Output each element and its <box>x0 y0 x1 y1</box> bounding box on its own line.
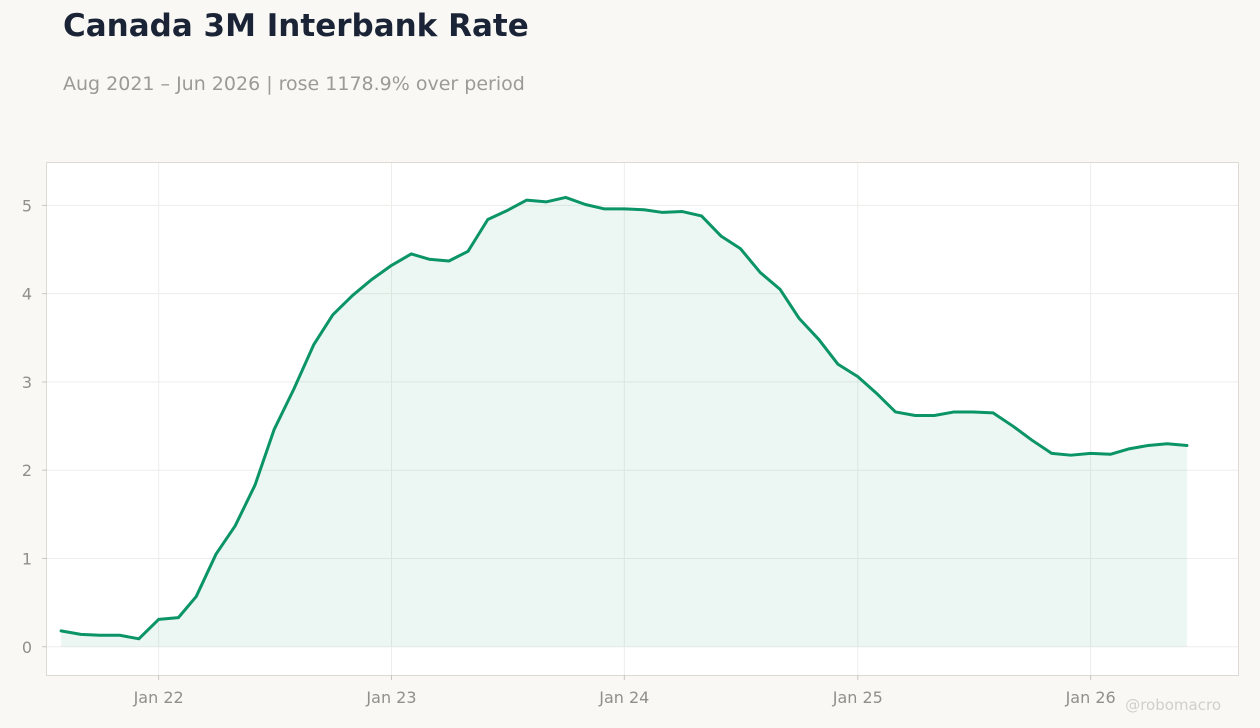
data-point <box>700 214 703 217</box>
data-point <box>525 199 528 202</box>
y-axis-ticks: 0 1 2 3 4 5 <box>22 196 47 657</box>
data-point <box>195 595 198 598</box>
chart-title: Canada 3M Interbank Rate <box>63 8 529 44</box>
y-tick-label: 4 <box>22 285 32 304</box>
data-point <box>739 247 742 250</box>
data-point <box>720 235 723 238</box>
data-point <box>894 410 897 413</box>
data-point <box>177 616 180 619</box>
data-point <box>79 633 82 636</box>
data-point <box>273 428 276 431</box>
data-point <box>137 637 140 640</box>
data-point <box>992 411 995 414</box>
x-tick-label: Jan 23 <box>365 688 416 707</box>
data-point <box>410 252 413 255</box>
data-point <box>623 207 626 210</box>
x-tick-label: Jan 24 <box>598 688 649 707</box>
chart-subtitle: Aug 2021 – Jun 2026 | rose 1178.9% over … <box>63 73 525 95</box>
data-point <box>837 363 840 366</box>
data-point <box>98 634 101 637</box>
data-point <box>331 313 334 316</box>
data-point <box>351 294 354 297</box>
data-point <box>798 317 801 320</box>
data-point <box>157 618 160 621</box>
y-tick-label: 1 <box>22 549 32 568</box>
data-point <box>505 209 508 212</box>
data-point <box>292 387 295 390</box>
y-tick-label: 0 <box>22 638 32 657</box>
data-point <box>661 211 664 214</box>
data-point <box>1089 452 1092 455</box>
y-tick-label: 5 <box>22 196 32 215</box>
series-area <box>61 197 1187 647</box>
data-point <box>1147 444 1150 447</box>
x-tick-label: Jan 25 <box>832 688 883 707</box>
data-point <box>60 629 63 632</box>
data-point <box>953 410 956 413</box>
data-point <box>467 250 470 253</box>
data-point <box>1030 439 1033 442</box>
data-point <box>876 393 879 396</box>
data-point <box>234 524 237 527</box>
data-point <box>681 210 684 213</box>
data-point <box>370 278 373 281</box>
data-point <box>643 208 646 211</box>
data-point <box>759 271 762 274</box>
y-tick-label: 2 <box>22 461 32 480</box>
data-point <box>1109 453 1112 456</box>
data-point <box>933 414 936 417</box>
watermark: @robomacro <box>1125 696 1221 714</box>
x-axis-ticks: Jan 22 Jan 23 Jan 24 Jan 25 Jan 26 <box>133 675 1116 707</box>
data-point <box>118 634 121 637</box>
data-point <box>428 258 431 261</box>
data-point <box>972 410 975 413</box>
data-point <box>215 553 218 556</box>
data-point <box>778 288 781 291</box>
x-tick-label: Jan 22 <box>133 688 184 707</box>
data-point <box>312 343 315 346</box>
grid <box>47 163 1238 675</box>
data-point <box>1185 444 1188 447</box>
data-point <box>1050 452 1053 455</box>
y-tick-label: 3 <box>22 373 32 392</box>
series-line <box>59 195 1189 641</box>
data-point <box>1069 454 1072 457</box>
data-point <box>914 414 917 417</box>
plot-area <box>46 162 1239 676</box>
data-point <box>584 203 587 206</box>
data-point <box>390 264 393 267</box>
x-tick-label: Jan 26 <box>1065 688 1116 707</box>
data-point <box>1166 442 1169 445</box>
data-point <box>564 196 567 199</box>
data-point <box>1127 448 1130 451</box>
data-point <box>1011 425 1014 428</box>
data-point <box>603 207 606 210</box>
data-point <box>486 218 489 221</box>
data-point <box>253 484 256 487</box>
area-layer <box>59 195 1189 647</box>
data-point <box>447 259 450 262</box>
data-point <box>545 200 548 203</box>
data-point <box>817 338 820 341</box>
data-point <box>856 375 859 378</box>
